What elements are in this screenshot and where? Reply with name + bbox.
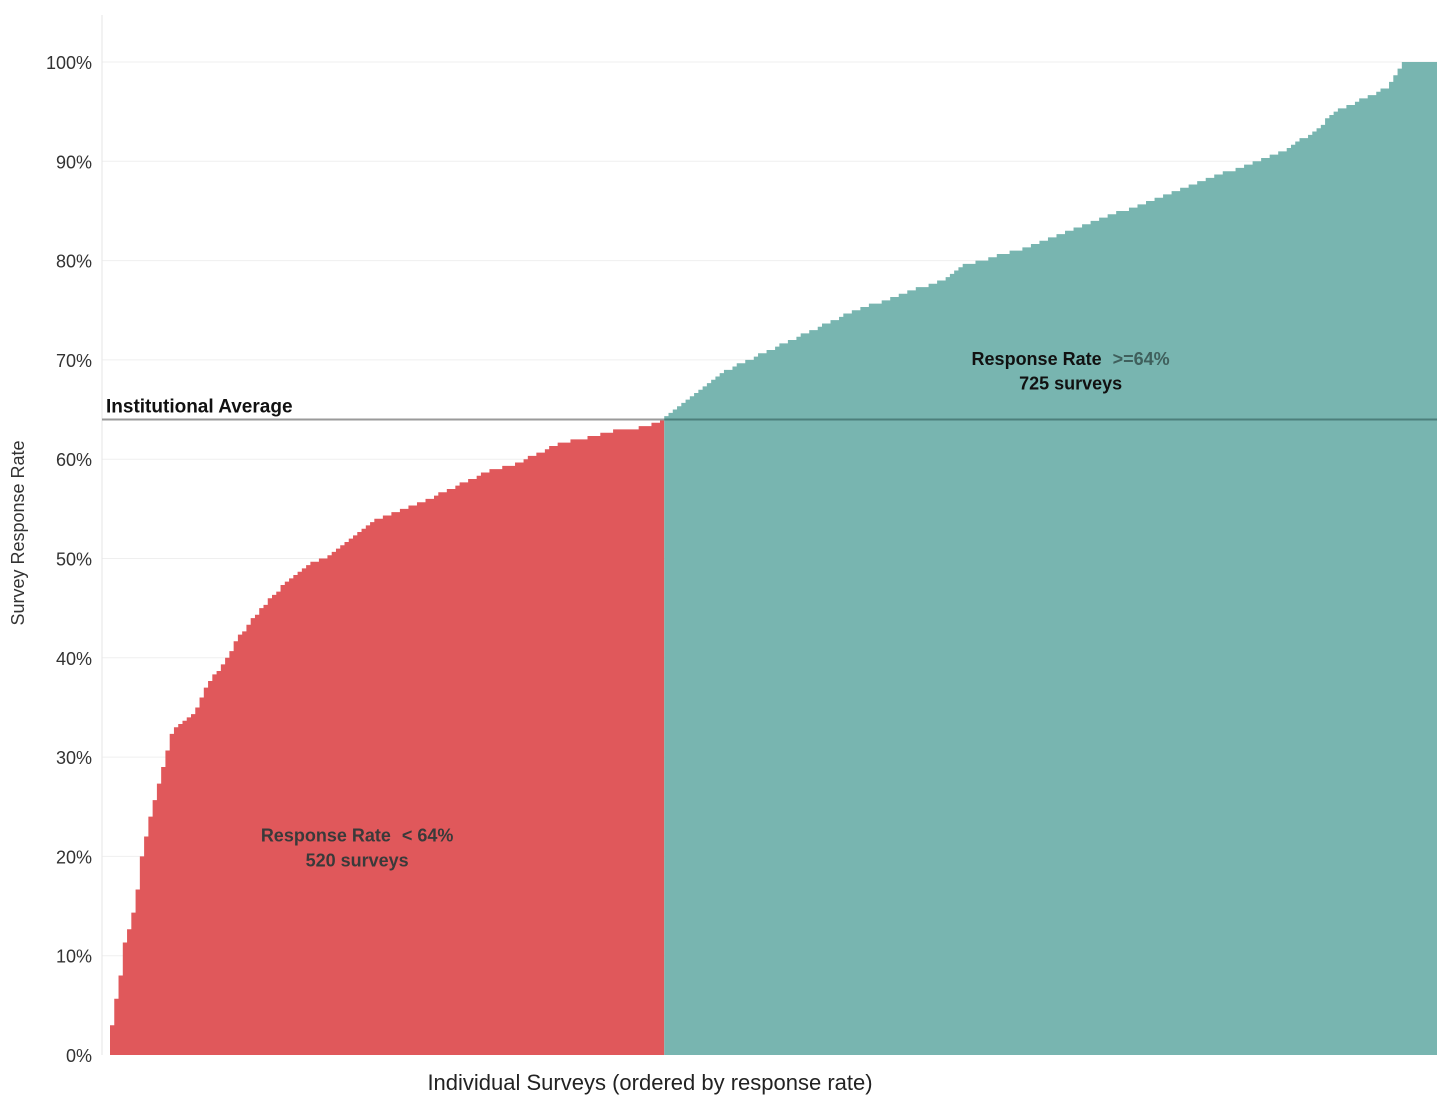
low-annotation-prefix: Response Rate	[261, 826, 391, 846]
y-tick-label: 70%	[56, 351, 92, 371]
y-tick-label: 50%	[56, 550, 92, 570]
y-tick-label: 80%	[56, 252, 92, 272]
reference-line-group: Institutional Average	[102, 396, 1437, 421]
annotations: Response Rate < 64% 520 surveys Response…	[261, 349, 1170, 870]
high-annotation-threshold: >=64%	[1113, 349, 1170, 369]
low-annotation-line1: Response Rate < 64%	[261, 826, 454, 846]
y-axis-title: Survey Response Rate	[8, 440, 28, 625]
above-average-area	[664, 62, 1437, 1055]
y-tick-label: 30%	[56, 748, 92, 768]
y-tick-label: 60%	[56, 450, 92, 470]
y-axis-ticks: 0% 10% 20% 30% 40% 50% 60% 70% 80% 90% 100%	[46, 53, 92, 1066]
x-axis-title: Individual Surveys (ordered by response …	[427, 1070, 872, 1095]
below-average-area	[110, 419, 665, 1056]
y-tick-label: 40%	[56, 649, 92, 669]
y-tick-label: 90%	[56, 152, 92, 172]
area-series	[110, 62, 1437, 1056]
y-tick-label: 10%	[56, 947, 92, 967]
low-annotation-count: 520 surveys	[306, 850, 409, 870]
high-annotation-count: 725 surveys	[1019, 374, 1122, 394]
y-tick-label: 100%	[46, 53, 92, 73]
institutional-average-label: Institutional Average	[106, 396, 293, 417]
y-tick-label: 0%	[66, 1046, 92, 1066]
high-annotation-prefix: Response Rate	[972, 349, 1102, 369]
y-tick-label: 20%	[56, 847, 92, 867]
high-annotation-line1: Response Rate >=64%	[972, 349, 1170, 369]
low-annotation-threshold: < 64%	[402, 826, 454, 846]
